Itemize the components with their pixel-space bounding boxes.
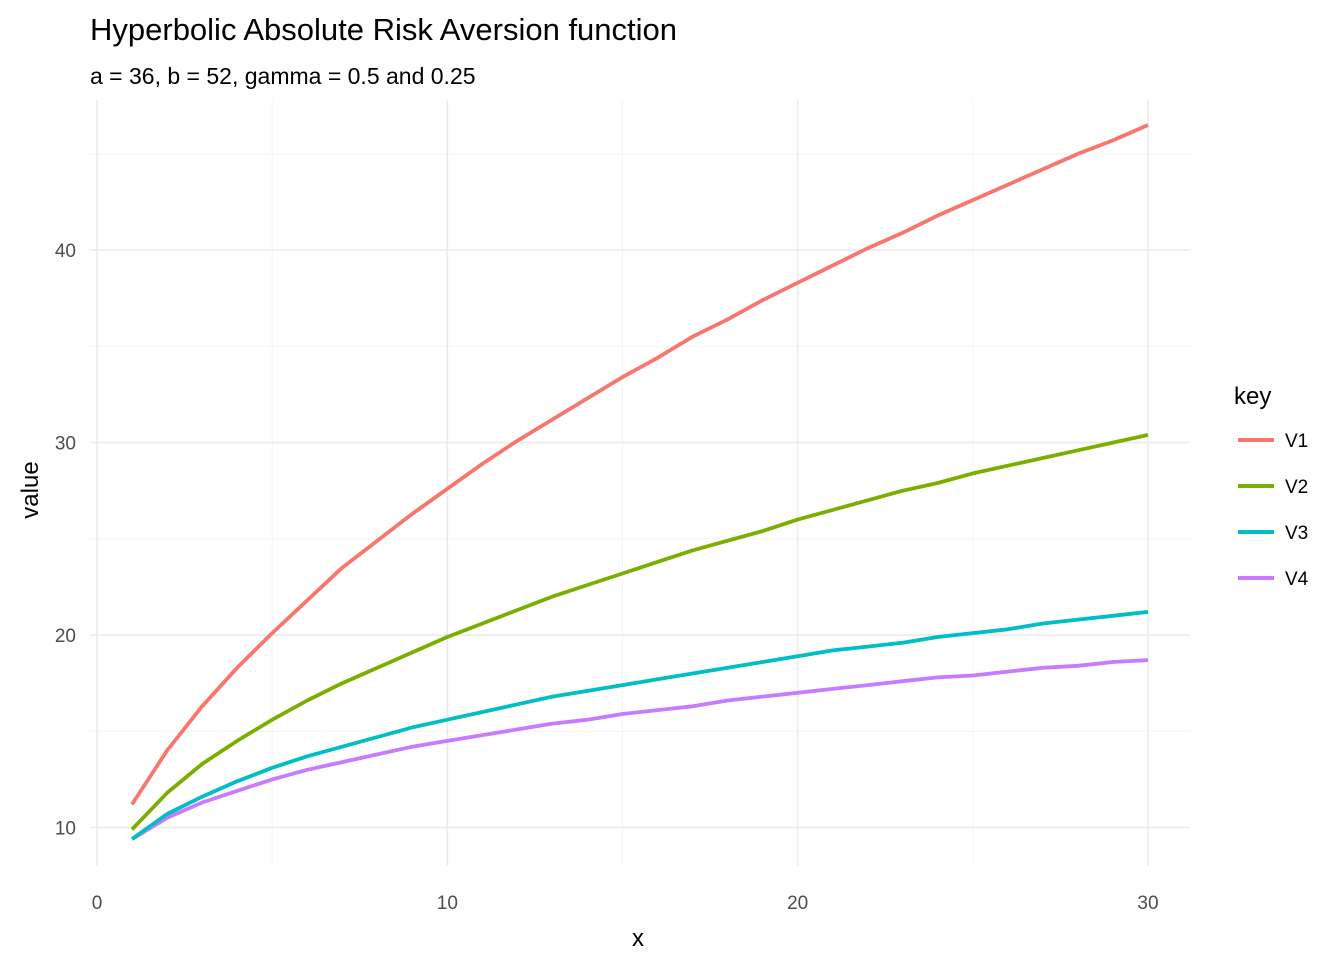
series-lines: [130, 123, 1149, 841]
y-tick-label: 20: [55, 626, 76, 647]
y-tick-label: 40: [55, 241, 76, 262]
y-axis-title: value: [17, 461, 44, 518]
chart-subtitle: a = 36, b = 52, gamma = 0.5 and 0.25: [90, 63, 476, 89]
x-tick-label: 30: [1137, 893, 1158, 914]
chart-title: Hyperbolic Absolute Risk Aversion functi…: [90, 12, 677, 47]
legend-label-v2: V2: [1285, 477, 1308, 498]
legend-label-v1: V1: [1285, 431, 1308, 452]
series-line-v4: [131, 658, 1149, 841]
legend: key V1 V2 V3 V4: [1234, 383, 1309, 590]
grid-lines: [90, 100, 1190, 866]
y-tick-label: 10: [55, 819, 76, 840]
y-tick-label: 30: [55, 434, 76, 455]
series-line-v3: [130, 610, 1149, 841]
x-tick-label: 0: [92, 893, 103, 914]
series-line-v1: [130, 123, 1149, 806]
legend-label-v3: V3: [1285, 523, 1308, 544]
x-tick-label: 10: [437, 893, 458, 914]
legend-label-v4: V4: [1285, 569, 1309, 590]
x-tick-labels: 0 10 20 30: [92, 893, 1159, 914]
x-axis-title: x: [632, 925, 644, 952]
y-tick-labels: 10 20 30 40: [55, 241, 76, 839]
series-line-v2: [130, 433, 1149, 831]
legend-title: key: [1234, 383, 1271, 410]
x-tick-label: 20: [787, 893, 808, 914]
